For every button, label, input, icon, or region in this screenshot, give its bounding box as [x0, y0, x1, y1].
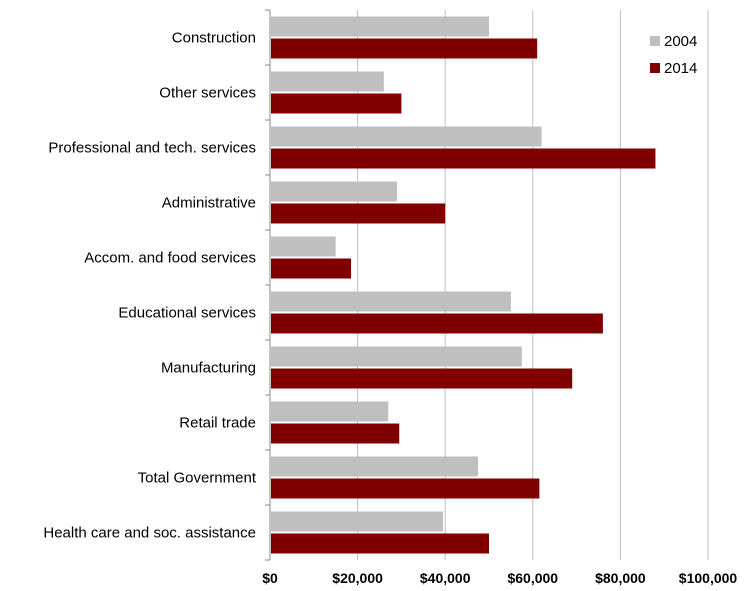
category-labels: Construction Other services Professional a… [43, 30, 256, 542]
bar-2004 [271, 16, 489, 37]
bar-2014 [271, 313, 603, 334]
bar-2014 [271, 478, 540, 499]
bar-2014 [271, 203, 446, 224]
legend-label: 2014 [664, 60, 697, 77]
bars [271, 16, 656, 554]
category-label: Educational services [118, 305, 256, 322]
bar-2004 [271, 511, 444, 532]
bar-2004 [271, 71, 384, 92]
category-ticks [265, 9, 270, 561]
legend-swatch [650, 63, 660, 73]
bar-2014 [271, 93, 402, 114]
category-label: Professional and tech. services [48, 140, 256, 157]
bar-2014 [271, 258, 352, 279]
category-label: Other services [159, 85, 256, 102]
category-label: Retail trade [179, 415, 256, 432]
x-tick-labels: $0 $20,000 $40,000 $60,000 $80,000 $100,000 [262, 570, 737, 586]
bar-2004 [271, 126, 542, 147]
gridlines [357, 10, 709, 560]
legend: 2004 2014 [650, 33, 697, 77]
bar-2004 [271, 181, 398, 202]
x-tick-label: $0 [262, 570, 278, 586]
bar-2014 [271, 368, 573, 389]
bar-2014 [271, 148, 656, 169]
bar-2004 [271, 236, 336, 257]
category-label: Administrative [162, 195, 256, 212]
bar-2014 [271, 38, 538, 59]
bar-2004 [271, 456, 479, 477]
category-label: Construction [172, 30, 256, 47]
x-tick-label: $60,000 [507, 570, 558, 586]
category-label: Health care and soc. assistance [43, 525, 256, 542]
category-label: Manufacturing [161, 360, 256, 377]
bar-2004 [271, 401, 389, 422]
bar-2014 [271, 423, 400, 444]
legend-swatch [650, 36, 660, 46]
x-tick-label: $80,000 [595, 570, 646, 586]
bar-2004 [271, 291, 511, 312]
x-tick-label: $20,000 [332, 570, 383, 586]
category-label: Accom. and food services [84, 250, 256, 267]
bar-2004 [271, 346, 522, 367]
x-tick-label: $40,000 [420, 570, 471, 586]
legend-label: 2004 [664, 33, 697, 50]
x-tick-label: $100,000 [679, 570, 738, 586]
bar-2014 [271, 533, 489, 554]
category-label: Total Government [138, 470, 257, 487]
